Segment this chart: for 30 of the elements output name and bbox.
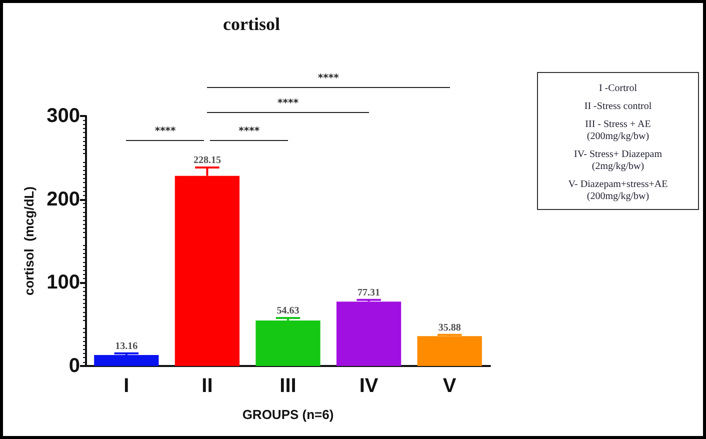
data-label: 77.31: [358, 287, 380, 298]
x-tick-label: III: [280, 375, 296, 397]
x-tick-label: I: [124, 375, 130, 397]
chart-title: cortisol: [223, 14, 280, 34]
bar: [417, 336, 482, 366]
x-axis-title: GROUPS (n=6): [242, 407, 334, 422]
text: II -Stress control: [583, 101, 653, 113]
text: ****: [278, 98, 298, 109]
text: III - Stress + AE (200mg/kg/bw): [584, 119, 652, 143]
bar: [336, 302, 402, 366]
x-tick-label: II: [202, 375, 213, 397]
annotation: ****: [154, 126, 176, 137]
annotation: ****: [238, 126, 260, 137]
data-label: 35.88: [438, 322, 461, 334]
data-label: 54.63: [276, 305, 300, 316]
x-tick-label: V: [442, 375, 457, 397]
text: I -Cortrol: [598, 83, 638, 95]
text: V- Diazepam+stress+AE (200mg/kg/bw): [567, 179, 669, 203]
data-label: 13.16: [115, 340, 138, 352]
bar: [256, 320, 320, 366]
bar: [94, 355, 159, 366]
text: ****: [318, 73, 339, 84]
y-axis-title: cortisol (mcg/dL): [22, 186, 37, 296]
x-tick-label: IV: [359, 375, 379, 397]
y-tick-label: 200: [46, 188, 80, 210]
text: IV- Stress+ Diazepam (2mg/kg/bw): [572, 149, 664, 173]
data-label: 228.15: [193, 155, 221, 166]
y-tick-label: 100: [46, 272, 80, 294]
y-tick-label: 300: [46, 105, 80, 127]
y-tick-label: 0: [68, 355, 80, 377]
